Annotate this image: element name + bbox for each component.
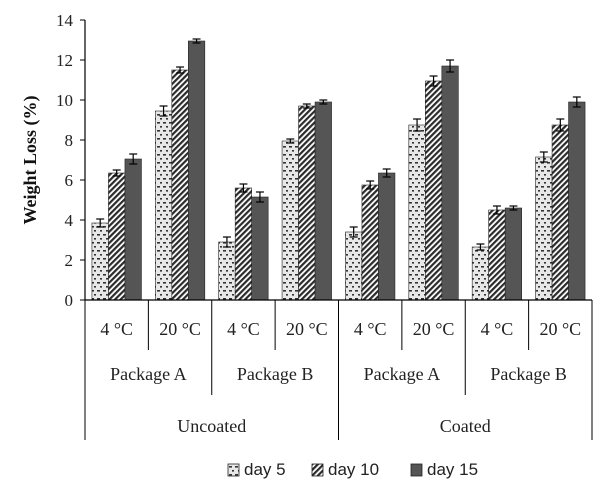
legend-swatch [410,463,423,477]
error-bar [239,183,248,193]
bar-day-15 [251,196,269,301]
error-bar [159,105,168,117]
legend: day 5 day 10 day 15 [227,460,478,479]
temperature-label: 4 °C [227,319,260,339]
error-bar [176,66,185,74]
error-bar [302,103,311,109]
legend-label: day 10 [328,460,379,479]
package-label: Package B [237,364,313,384]
error-bar [492,205,501,215]
coating-label: Uncoated [177,416,246,436]
legend-swatch [311,463,324,477]
bars [91,40,586,301]
bar-day-5 [345,231,363,301]
temperature-label: 20 °C [413,319,455,339]
legend-item-day-10: day 10 [311,460,379,479]
temperature-label: 20 °C [286,319,328,339]
bar-day-15 [441,65,459,301]
package-label: Package B [490,364,566,384]
coating-label: Coated [440,416,491,436]
temperature-label: 4 °C [100,319,133,339]
x-axis-category-labels: 4 °C 20 °C 4 °C 20 °C 4 °C 20 °C 4 °C 20 °C Pack… [84,300,593,440]
error-bar [112,169,121,177]
bar-day-10 [425,80,443,301]
bar-day-15 [378,172,396,301]
error-bar [556,118,565,132]
legend-label: day 5 [244,460,286,479]
bar-day-15 [314,101,332,301]
y-tick-label: 2 [65,251,74,270]
error-bar [96,218,105,228]
y-tick-label: 0 [65,291,74,310]
bar-day-5 [218,241,236,301]
legend-swatch [227,463,240,477]
error-bar [319,99,328,105]
bar-day-10 [171,69,189,301]
bar-day-15 [124,158,142,301]
error-bar [429,75,438,87]
error-bar [222,236,231,248]
temperature-label: 4 °C [481,319,514,339]
error-bar [572,96,581,108]
temperature-label: 20 °C [539,319,581,339]
legend-item-day-5: day 5 [227,460,286,479]
error-bar [509,205,518,211]
error-bar [129,153,138,165]
y-tick-label: 12 [56,51,73,70]
error-bar [192,38,201,44]
error-bar [476,243,485,251]
bar-day-15 [568,101,586,301]
package-label: Package A [364,364,440,384]
bar-day-15 [504,207,522,301]
bar-day-10 [551,124,569,301]
package-label: Package A [110,364,186,384]
bar-day-5 [408,124,426,301]
y-tick-label: 10 [56,91,73,110]
error-bar [286,138,295,144]
bar-day-5 [155,110,173,301]
legend-item-day-15: day 15 [410,460,478,479]
y-axis-label: Weight Loss (%) [20,95,41,224]
bar-day-10 [361,184,379,301]
bar-day-5 [281,140,299,301]
temperature-label: 4 °C [354,319,387,339]
bar-day-5 [535,156,553,301]
error-bar [539,151,548,163]
error-bar [446,59,455,73]
error-bar [382,168,391,178]
bar-day-5 [91,222,109,301]
bar-day-10 [108,172,126,301]
error-bar [255,191,264,203]
y-tick-label: 8 [65,131,74,150]
bar-day-10 [488,209,506,301]
y-tick-label: 14 [56,11,74,30]
bar-day-5 [471,246,489,301]
bar-day-10 [298,105,316,301]
temperature-label: 20 °C [159,319,201,339]
y-tick-label: 4 [65,211,74,230]
y-ticks: 0 2 4 6 8 10 12 14 [56,11,85,310]
bar-day-15 [188,40,206,301]
bar-day-10 [234,187,252,301]
y-tick-label: 6 [65,171,74,190]
error-bar [349,226,358,238]
error-bar [366,180,375,190]
error-bar [413,118,422,132]
error-bars [96,38,581,251]
legend-label: day 15 [427,460,478,479]
